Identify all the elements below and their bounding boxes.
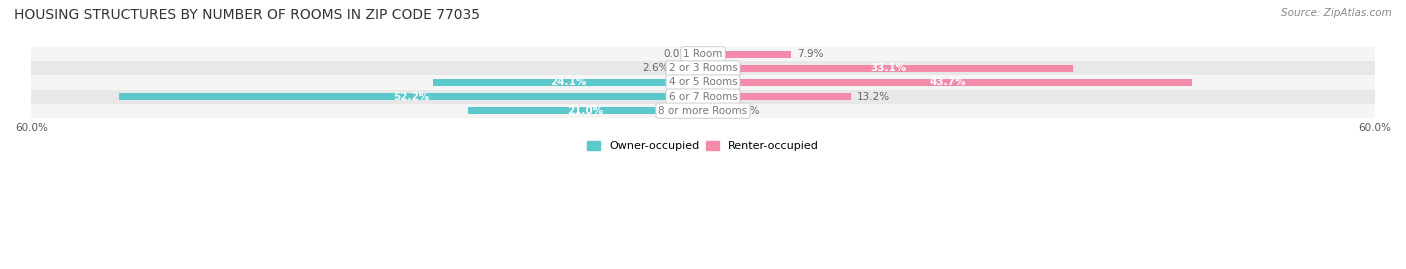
Bar — [703, 107, 728, 114]
Text: 2 or 3 Rooms: 2 or 3 Rooms — [669, 63, 737, 73]
Text: 4 or 5 Rooms: 4 or 5 Rooms — [669, 77, 737, 87]
Bar — [31, 47, 1375, 61]
Text: 6 or 7 Rooms: 6 or 7 Rooms — [669, 91, 737, 102]
Text: 2.6%: 2.6% — [641, 63, 668, 73]
Text: 8 or more Rooms: 8 or more Rooms — [658, 106, 748, 116]
Bar — [703, 51, 792, 58]
Text: Source: ZipAtlas.com: Source: ZipAtlas.com — [1281, 8, 1392, 18]
Text: 0.09%: 0.09% — [664, 49, 696, 59]
Bar — [118, 93, 703, 100]
Text: 2.2%: 2.2% — [733, 106, 759, 116]
Text: HOUSING STRUCTURES BY NUMBER OF ROOMS IN ZIP CODE 77035: HOUSING STRUCTURES BY NUMBER OF ROOMS IN… — [14, 8, 479, 22]
Text: 1 Room: 1 Room — [683, 49, 723, 59]
Bar — [433, 79, 703, 86]
Text: 7.9%: 7.9% — [797, 49, 824, 59]
Bar — [673, 65, 703, 72]
Bar — [31, 90, 1375, 104]
Bar — [31, 61, 1375, 75]
Text: 13.2%: 13.2% — [856, 91, 890, 102]
Text: 21.0%: 21.0% — [568, 106, 603, 116]
Bar — [31, 75, 1375, 90]
Text: 52.2%: 52.2% — [392, 91, 429, 102]
Bar — [31, 104, 1375, 118]
Text: 43.7%: 43.7% — [929, 77, 966, 87]
Bar — [703, 65, 1073, 72]
Text: 24.1%: 24.1% — [550, 77, 586, 87]
Bar — [703, 93, 851, 100]
Text: 33.1%: 33.1% — [870, 63, 907, 73]
Bar — [703, 79, 1192, 86]
Legend: Owner-occupied, Renter-occupied: Owner-occupied, Renter-occupied — [582, 136, 824, 156]
Bar — [468, 107, 703, 114]
